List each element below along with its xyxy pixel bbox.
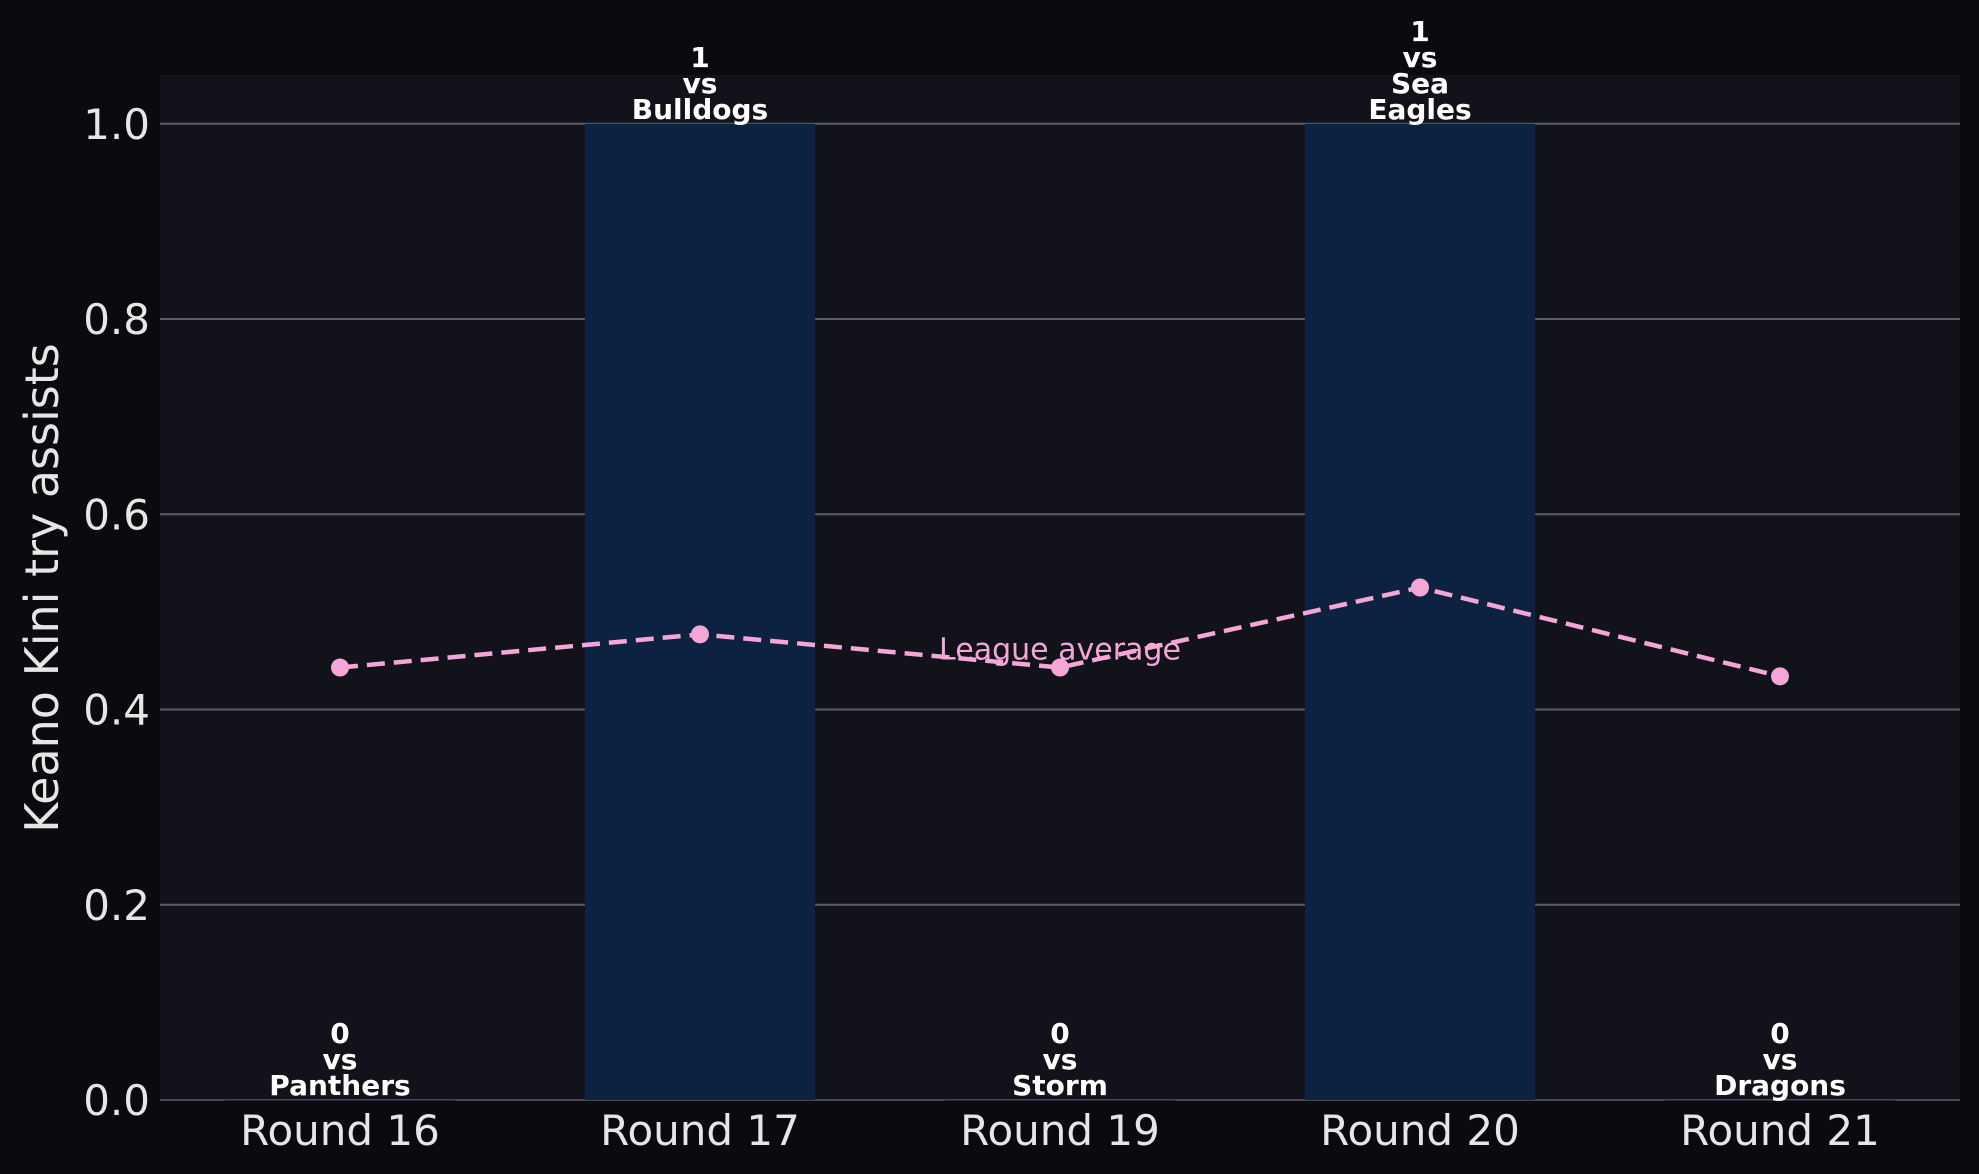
y-tick-label: 0.6 bbox=[83, 490, 150, 539]
y-gridlines bbox=[160, 122, 1960, 1101]
bar-data-label: 0 bbox=[330, 1017, 349, 1050]
league-average-point bbox=[331, 658, 349, 677]
y-tick-label: 1.0 bbox=[83, 100, 150, 149]
league-average-point bbox=[1051, 658, 1069, 677]
bar-data-label: Storm bbox=[1012, 1069, 1108, 1102]
bar-data-label: 1 bbox=[1410, 15, 1429, 48]
y-tick-label: 0.0 bbox=[83, 1076, 150, 1125]
bar-data-label: vs bbox=[1403, 41, 1438, 74]
bars bbox=[224, 123, 1896, 1101]
bar bbox=[224, 1100, 456, 1101]
y-axis-label: Keano Kini try assists bbox=[15, 343, 69, 832]
bar-data-label: vs bbox=[323, 1043, 358, 1076]
y-tick-labels: 0.0 0.2 0.4 0.6 0.8 1.0 bbox=[83, 100, 150, 1125]
bar-data-label: vs bbox=[1043, 1043, 1078, 1076]
bar bbox=[944, 1100, 1176, 1101]
bar-data-label: Sea bbox=[1391, 67, 1449, 100]
x-tick-label: Round 21 bbox=[1680, 1106, 1880, 1155]
bar-data-label: Panthers bbox=[269, 1069, 410, 1102]
x-tick-label: Round 16 bbox=[240, 1106, 440, 1155]
y-tick-label: 0.8 bbox=[83, 295, 150, 344]
y-tick-label: 0.4 bbox=[83, 686, 150, 735]
bar-data-label: vs bbox=[1763, 1043, 1798, 1076]
bar-data-label: 1 bbox=[690, 41, 709, 74]
bar-data-label: Eagles bbox=[1368, 93, 1471, 126]
x-tick-label: Round 17 bbox=[600, 1106, 800, 1155]
bar bbox=[1664, 1100, 1896, 1101]
league-average-series: League average bbox=[331, 578, 1789, 686]
x-tick-label: Round 20 bbox=[1320, 1106, 1520, 1155]
league-average-point bbox=[691, 625, 709, 644]
league-average-line bbox=[339, 585, 1781, 679]
plot-area bbox=[160, 75, 1960, 1100]
x-tick-label: Round 19 bbox=[960, 1106, 1160, 1155]
bar-labels: 0vsPanthers1vsBulldogs0vsStorm1vsSeaEagl… bbox=[269, 15, 1846, 1102]
bar-data-label: Bulldogs bbox=[632, 93, 768, 126]
bar-data-label: vs bbox=[683, 67, 718, 100]
league-average-label: League average bbox=[939, 633, 1181, 668]
bar bbox=[584, 123, 816, 1101]
x-tick-labels: Round 16 Round 17 Round 19 Round 20 Round 21 bbox=[240, 1106, 1880, 1155]
league-average-point bbox=[1771, 667, 1789, 686]
bar bbox=[1304, 123, 1536, 1101]
bar-data-label: 0 bbox=[1770, 1017, 1789, 1050]
y-tick-label: 0.2 bbox=[83, 881, 150, 930]
bar-data-label: 0 bbox=[1050, 1017, 1069, 1050]
league-average-point bbox=[1411, 578, 1429, 597]
bar-data-label: Dragons bbox=[1714, 1069, 1846, 1102]
